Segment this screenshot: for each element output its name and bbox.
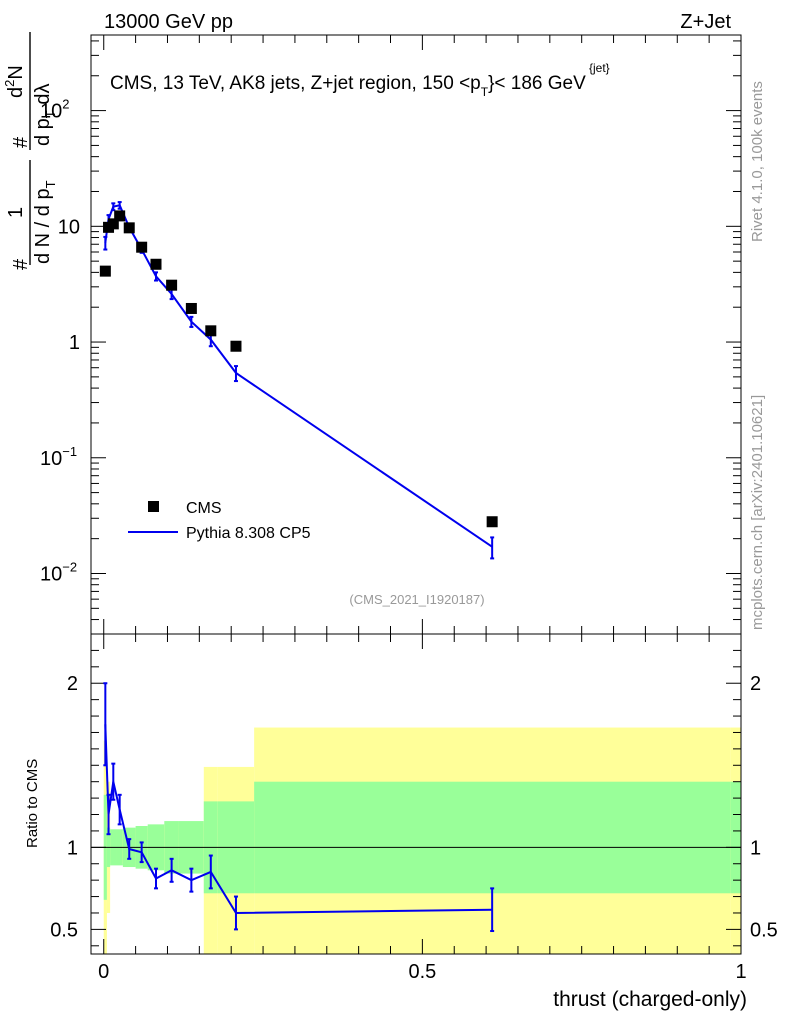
ylabel-frac2-num: d2N <box>2 65 27 98</box>
main-ytick-base: 10 <box>40 563 62 585</box>
main-ytick-base: 10 <box>58 216 80 238</box>
ylabel-frac2-den-sub: T <box>43 110 58 118</box>
ratio-ytick-label-right: 2 <box>750 673 761 695</box>
main-ytick-label: 102 <box>40 97 69 123</box>
ratio-band-inner <box>254 781 731 894</box>
cms-point <box>166 279 178 291</box>
header-process: Z+Jet <box>680 11 731 33</box>
cms-point <box>205 325 217 337</box>
main-title-suffix: }< 186 GeV <box>488 73 586 94</box>
cms-point <box>114 210 126 222</box>
ratio-xtick-label: 0 <box>98 961 109 983</box>
ratio-xtick-label: 0.5 <box>408 961 436 983</box>
ylabel-frac2-num-sup: 2 <box>2 80 17 87</box>
legend-cms-marker <box>148 501 159 512</box>
main-title-prefix: CMS, 13 TeV, AK8 jets, Z+jet region, 150… <box>110 73 481 94</box>
ylabel-frac1-den-a: d N / d p <box>32 188 54 264</box>
main-ylabel: # 1 d N / d pT # d2N d pT dλ <box>2 32 58 270</box>
ylabel-frac2-num-b: N <box>5 65 27 79</box>
cms-point <box>486 516 498 528</box>
ylabel-frac2-den-b: dλ <box>32 84 54 111</box>
cms-point <box>185 302 197 314</box>
main-ytick-label: 10−2 <box>40 559 77 585</box>
ylabel-hash1: # <box>10 258 32 270</box>
main-ytick-exp: −2 <box>62 559 77 574</box>
ylabel-frac1-den-sub: T <box>43 180 58 188</box>
header-collision: 13000 GeV pp <box>104 11 233 33</box>
main-ytick-base: 10 <box>40 448 62 470</box>
legend-pythia-label: Pythia 8.308 CP5 <box>186 525 311 542</box>
ratio-band-inner <box>730 781 741 894</box>
ratio-ylabel: Ratio to CMS <box>24 759 41 848</box>
main-ytick-label: 10−1 <box>40 444 77 470</box>
cms-point <box>150 258 162 270</box>
legend: CMS Pythia 8.308 CP5 <box>128 500 311 542</box>
ratio-ytick-label-right: 0.5 <box>750 919 778 941</box>
ratio-ytick-label-left: 0.5 <box>50 919 78 941</box>
cms-point <box>99 265 111 277</box>
ratio-xtick-label: 1 <box>735 961 746 983</box>
cms-point <box>107 218 119 230</box>
ylabel-frac1-num: 1 <box>5 207 27 218</box>
ratio-ytick-label-left: 2 <box>67 673 78 695</box>
main-ytick-exp: −1 <box>62 444 77 459</box>
ratio-xlabel: thrust (charged-only) <box>553 988 747 1011</box>
ylabel-frac1-den: d N / d pT <box>32 180 58 264</box>
main-ytick-base: 10 <box>40 101 62 123</box>
ylabel-hash2: # <box>10 136 32 148</box>
main-title-sup: {jet} <box>589 61 610 75</box>
ratio-ytick-label-right: 1 <box>750 837 761 859</box>
ratio-frame <box>90 633 742 955</box>
main-ytick-base: 1 <box>69 332 80 354</box>
cms-point <box>136 241 148 253</box>
main-title-sub: T <box>481 85 489 99</box>
main-ytick-label: 10 <box>58 216 80 238</box>
legend-cms-label: CMS <box>186 500 222 517</box>
ylabel-frac2-den-a: d p <box>32 118 54 146</box>
pythia-curve <box>104 204 493 548</box>
ylabel-frac2-den: d pT dλ <box>32 84 58 146</box>
cms-point <box>230 340 242 352</box>
rivet-version: Rivet 4.1.0, 100k events <box>749 81 766 242</box>
ylabel-frac2-num-a: d <box>5 87 27 98</box>
main-ytick-exp: 2 <box>62 97 69 112</box>
main-title: CMS, 13 TeV, AK8 jets, Z+jet region, 150… <box>110 73 586 99</box>
ratio-ytick-label-left: 1 <box>67 837 78 859</box>
main-ytick-label: 1 <box>69 332 80 354</box>
ratio-axis-ticks: 0.5 0.51 12 20 0.5 1 <box>50 634 778 983</box>
main-frame <box>90 34 742 635</box>
cms-point <box>123 222 135 234</box>
mcplots-ref: mcplots.cern.ch [arXiv:2401.10621] <box>749 395 766 630</box>
analysis-watermark: (CMS_2021_I1920187) <box>349 592 484 607</box>
